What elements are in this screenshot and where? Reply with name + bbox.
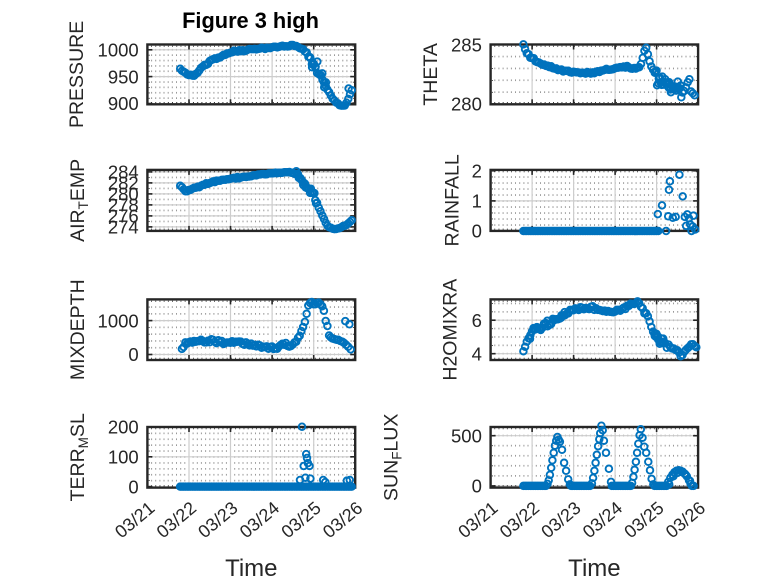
svg-text:H2OMIXRA: H2OMIXRA bbox=[440, 279, 462, 381]
svg-text:RAINFALL: RAINFALL bbox=[442, 154, 464, 246]
svg-text:274: 274 bbox=[108, 217, 139, 238]
svg-text:200: 200 bbox=[108, 417, 139, 438]
svg-text:0: 0 bbox=[128, 344, 138, 365]
svg-text:950: 950 bbox=[108, 66, 139, 87]
svg-text:0: 0 bbox=[128, 476, 138, 497]
svg-text:AIRTEMP: AIRTEMP bbox=[67, 159, 91, 242]
svg-text:0: 0 bbox=[472, 221, 482, 242]
svg-text:2: 2 bbox=[472, 161, 482, 182]
svg-text:0: 0 bbox=[472, 476, 482, 497]
svg-text:278: 278 bbox=[108, 195, 139, 216]
svg-text:MIXDEPTH: MIXDEPTH bbox=[67, 279, 89, 380]
svg-text:280: 280 bbox=[451, 94, 482, 115]
svg-text:6: 6 bbox=[472, 310, 482, 331]
svg-text:284: 284 bbox=[108, 162, 139, 183]
svg-text:100: 100 bbox=[108, 447, 139, 468]
svg-text:THETA: THETA bbox=[420, 43, 442, 105]
svg-text:SUNFLUX: SUNFLUX bbox=[381, 414, 405, 501]
svg-text:285: 285 bbox=[451, 35, 482, 56]
svg-text:PRESSURE: PRESSURE bbox=[66, 21, 88, 128]
svg-text:500: 500 bbox=[451, 425, 482, 446]
svg-text:1: 1 bbox=[472, 191, 482, 212]
svg-text:1000: 1000 bbox=[98, 40, 139, 61]
svg-text:4: 4 bbox=[472, 343, 482, 364]
svg-text:1000: 1000 bbox=[98, 310, 139, 331]
svg-text:Figure 3 high: Figure 3 high bbox=[182, 8, 319, 33]
svg-text:280: 280 bbox=[108, 184, 139, 205]
svg-text:900: 900 bbox=[108, 93, 139, 114]
svg-text:282: 282 bbox=[108, 173, 139, 194]
svg-text:276: 276 bbox=[108, 206, 139, 227]
svg-text:Time: Time bbox=[568, 555, 620, 582]
svg-text:Time: Time bbox=[225, 555, 277, 582]
svg-text:TERRMSL: TERRMSL bbox=[67, 413, 91, 501]
